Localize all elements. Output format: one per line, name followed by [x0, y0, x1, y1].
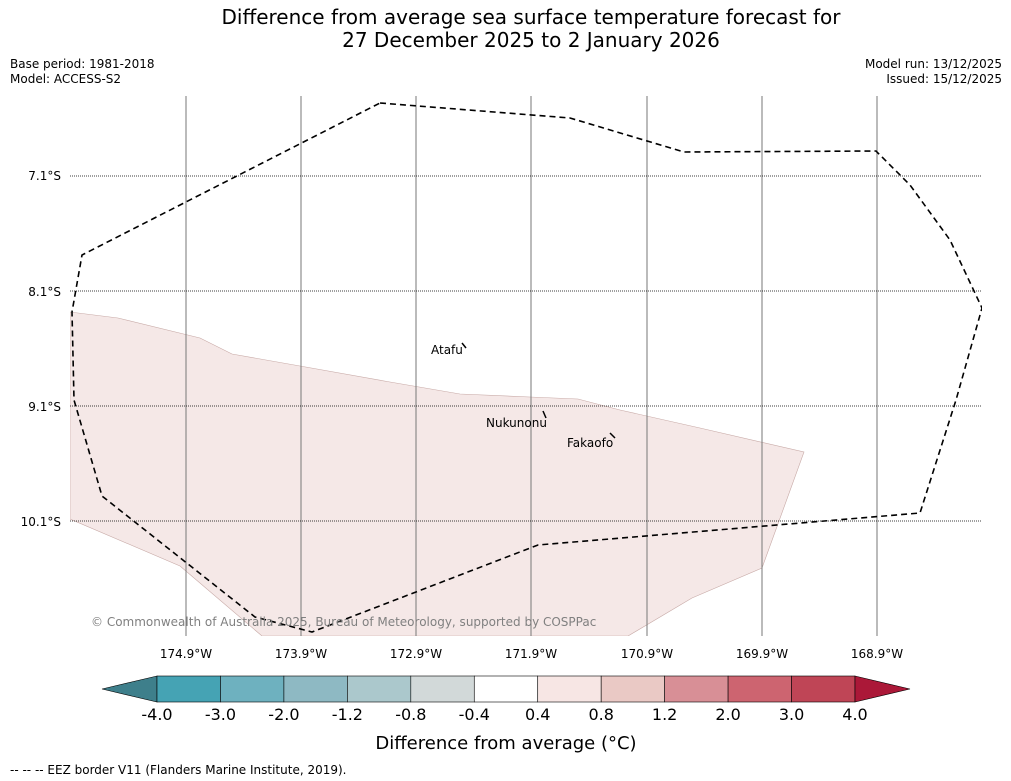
colorbar-bin: [220, 675, 285, 703]
atafu-island: [461, 342, 467, 349]
lon-label: 173.9°W: [275, 647, 327, 661]
colorbar-bin: [410, 675, 475, 703]
colorbar-tick: 2.0: [715, 705, 740, 724]
colorbar-tick-labels: -4.0 -3.0 -2.0 -1.2 -0.8 -0.4 0.4 0.8 1.2 2.0 3.0 4…: [141, 705, 867, 724]
colorbar-bin: [664, 675, 729, 703]
model-name: Model: ACCESS-S2: [10, 72, 122, 86]
meta-right: Model run: 13/12/2025 Issued: 15/12/2025: [865, 57, 1002, 87]
colorbar-tick: 1.2: [652, 705, 677, 724]
place-label-nukunonu: Nukunonu: [486, 416, 547, 430]
eez-footnote: -- -- -- EEZ border V11 (Flanders Marine…: [10, 763, 347, 777]
colorbar-tick: -0.8: [395, 705, 426, 724]
model-run: Model run: 13/12/2025: [864, 57, 1002, 71]
lon-label: 170.9°W: [621, 647, 673, 661]
meta-left: Base period: 1981-2018 Model: ACCESS-S2: [10, 57, 155, 87]
colorbar-tick: 0.8: [588, 705, 613, 724]
lat-label: 9.1°S: [28, 400, 61, 414]
base-period: Base period: 1981-2018: [10, 57, 155, 71]
title-line-2: 27 December 2025 to 2 January 2026: [342, 28, 720, 52]
colorbar-tick: -1.2: [332, 705, 363, 724]
colorbar-tick: 4.0: [842, 705, 867, 724]
colorbar-extend-low: [101, 675, 158, 703]
colorbar-bin: [537, 675, 602, 703]
lon-label: 168.9°W: [851, 647, 903, 661]
issued-date: Issued: 15/12/2025: [886, 72, 1002, 86]
colorbar-tick: -0.4: [459, 705, 490, 724]
lon-label: 169.9°W: [736, 647, 788, 661]
place-label-fakaofo: Fakaofo: [567, 436, 613, 450]
colorbar-bin: [791, 675, 856, 703]
colorbar-bin: [283, 675, 348, 703]
lon-label: 171.9°W: [505, 647, 557, 661]
lat-label: 10.1°S: [21, 515, 61, 529]
map-canvas: Atafu Nukunonu Fakaofo 7.1°S 8.1°S 9.1°S…: [21, 96, 982, 754]
map-title: Difference from average sea surface temp…: [0, 6, 1011, 52]
colorbar-label: Difference from average (°C): [375, 733, 636, 754]
lon-label: 174.9°W: [160, 647, 212, 661]
colorbar-bin: [473, 675, 539, 703]
islands: [461, 342, 616, 439]
latitude-labels: 7.1°S 8.1°S 9.1°S 10.1°S: [21, 169, 61, 529]
longitude-grid: [185, 96, 878, 636]
title-line-1: Difference from average sea surface temp…: [221, 5, 841, 29]
nukunonu-island: [542, 410, 547, 419]
lat-label: 7.1°S: [28, 169, 61, 183]
colorbar-bin: [727, 675, 792, 703]
fakaofo-island: [609, 432, 616, 439]
eez-border: [71, 102, 982, 633]
colorbar-tick: 0.4: [525, 705, 550, 724]
lon-label: 172.9°W: [390, 647, 442, 661]
colorbar-bin: [156, 675, 221, 703]
colorbar-bin: [600, 675, 665, 703]
colorbar-tick: -2.0: [268, 705, 299, 724]
colorbar: [101, 675, 911, 703]
copyright-notice: © Commonwealth of Australia 2025, Bureau…: [91, 615, 596, 629]
anomaly-region: [70, 311, 805, 636]
latitude-grid: [70, 175, 982, 522]
colorbar-tick: -3.0: [205, 705, 236, 724]
lat-label: 8.1°S: [28, 285, 61, 299]
colorbar-extend-high: [854, 675, 911, 703]
colorbar-tick: -4.0: [141, 705, 172, 724]
place-label-atafu: Atafu: [431, 343, 463, 357]
colorbar-bin: [347, 675, 412, 703]
colorbar-tick: 3.0: [779, 705, 804, 724]
longitude-labels: 174.9°W 173.9°W 172.9°W 171.9°W 170.9°W …: [160, 647, 903, 661]
